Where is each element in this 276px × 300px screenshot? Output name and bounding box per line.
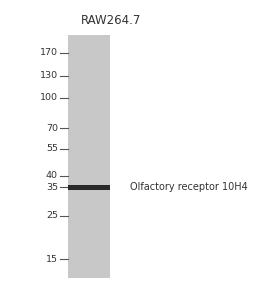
Text: RAW264.7: RAW264.7	[80, 14, 141, 27]
Text: Olfactory receptor 10H4: Olfactory receptor 10H4	[130, 182, 248, 192]
Text: 70: 70	[46, 124, 58, 133]
Text: 55: 55	[46, 144, 58, 153]
Bar	[68, 35, 110, 278]
Text: 15: 15	[46, 255, 58, 264]
Text: 100: 100	[40, 94, 58, 103]
Text: 130: 130	[40, 71, 58, 80]
Text: 170: 170	[40, 48, 58, 57]
Text: 25: 25	[46, 211, 58, 220]
Text: 40: 40	[46, 171, 58, 180]
Bar	[68, 184, 110, 190]
Text: 35: 35	[46, 183, 58, 192]
